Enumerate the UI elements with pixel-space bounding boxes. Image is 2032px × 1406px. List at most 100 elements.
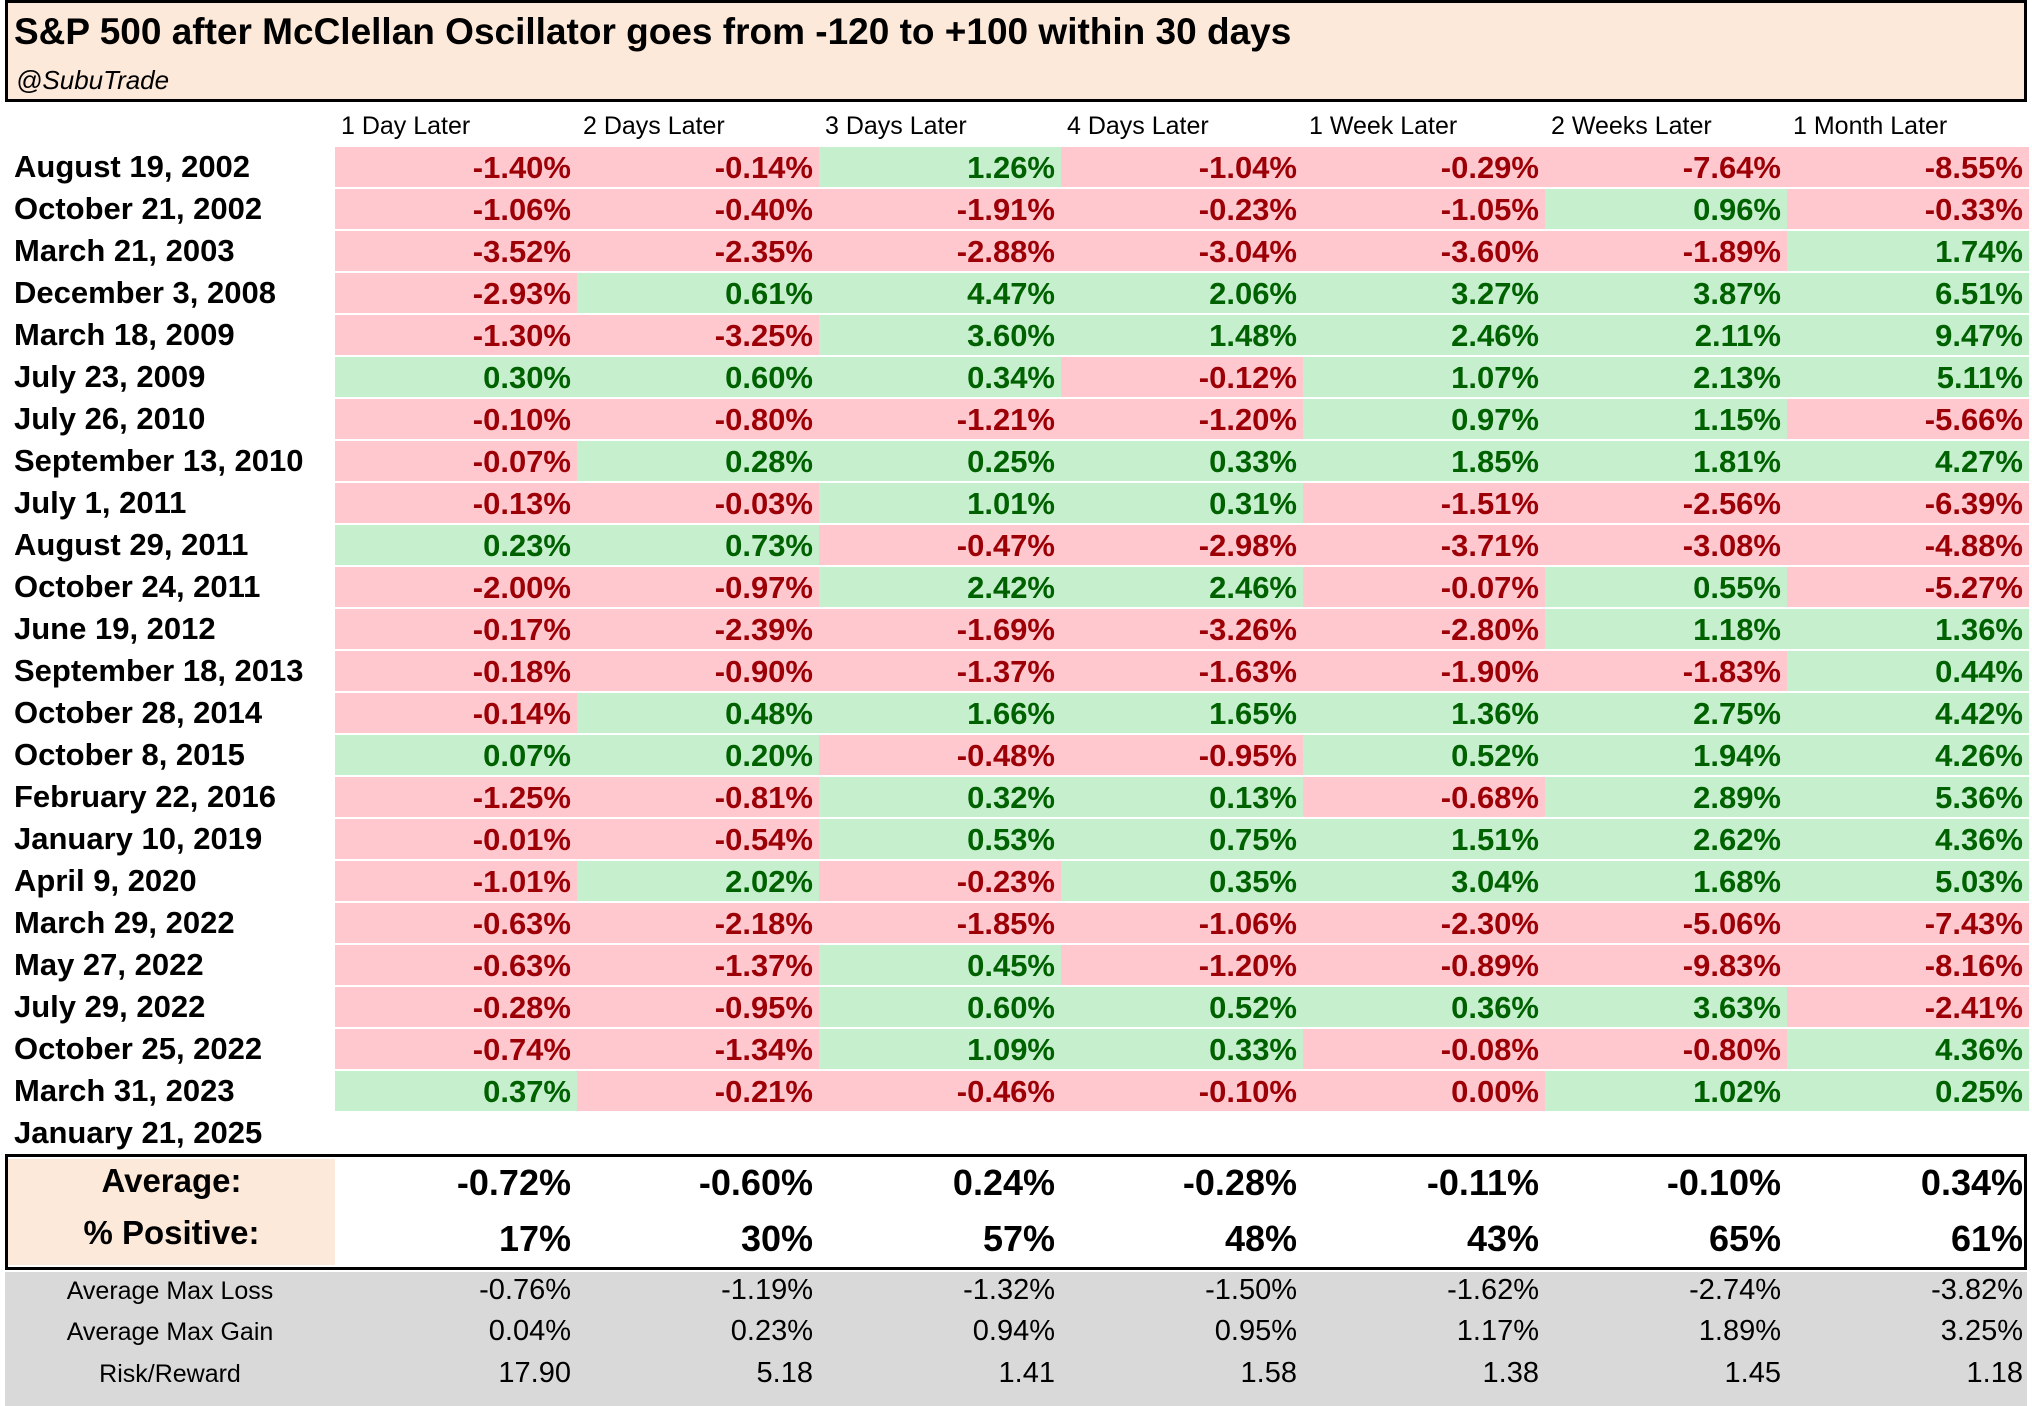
- table-title: S&P 500 after McClellan Oscillator goes …: [14, 11, 1292, 52]
- data-cell: 6.51%: [1787, 273, 2029, 313]
- row-date: April 9, 2020: [14, 863, 197, 898]
- data-cell: 0.20%: [577, 735, 819, 775]
- data-cell: 0.37%: [335, 1071, 577, 1111]
- data-cell: -7.43%: [1787, 903, 2029, 943]
- data-cell: 0.75%: [1061, 819, 1303, 859]
- stat-value: 1.41: [998, 1357, 1055, 1389]
- header-frame: [5, 0, 2027, 102]
- data-cell: -1.37%: [577, 945, 819, 985]
- data-cell: -2.80%: [1303, 609, 1545, 649]
- data-cell: -0.18%: [335, 651, 577, 691]
- column-header: 2 Weeks Later: [1551, 112, 1712, 140]
- data-cell: -0.10%: [335, 399, 577, 439]
- data-cell: 2.13%: [1545, 357, 1787, 397]
- data-cell: 1.65%: [1061, 693, 1303, 733]
- data-cell: 0.55%: [1545, 567, 1787, 607]
- data-cell: 0.96%: [1545, 189, 1787, 229]
- data-cell: -0.07%: [335, 441, 577, 481]
- row-date: July 26, 2010: [14, 401, 206, 436]
- data-cell: -0.07%: [1303, 567, 1545, 607]
- data-cell: 1.66%: [819, 693, 1061, 733]
- stat-value: 0.94%: [972, 1315, 1055, 1347]
- summary-value: 48%: [1224, 1218, 1297, 1259]
- summary-label: % Positive:: [83, 1214, 260, 1251]
- row-date: March 29, 2022: [14, 905, 235, 940]
- stat-label: Average Max Gain: [66, 1318, 274, 1346]
- row-date: September 13, 2010: [14, 443, 304, 478]
- data-cell: -3.04%: [1061, 231, 1303, 271]
- data-cell: 0.36%: [1303, 987, 1545, 1027]
- data-cell: -3.26%: [1061, 609, 1303, 649]
- stat-value: 1.17%: [1456, 1315, 1539, 1347]
- data-cell: -2.56%: [1545, 483, 1787, 523]
- data-cell: 1.07%: [1303, 357, 1545, 397]
- data-cell: 2.75%: [1545, 693, 1787, 733]
- data-cell: -0.23%: [819, 861, 1061, 901]
- data-cell: 1.26%: [819, 147, 1061, 187]
- data-cell: -1.37%: [819, 651, 1061, 691]
- data-cell: 0.73%: [577, 525, 819, 565]
- data-cell: -1.04%: [1061, 147, 1303, 187]
- data-cell: -1.01%: [335, 861, 577, 901]
- data-cell: -7.64%: [1545, 147, 1787, 187]
- data-cell: -2.18%: [577, 903, 819, 943]
- stat-value: 3.25%: [1940, 1315, 2023, 1347]
- data-cell: -2.39%: [577, 609, 819, 649]
- data-cell: -0.10%: [1061, 1071, 1303, 1111]
- data-cell: -0.03%: [577, 483, 819, 523]
- data-cell: -3.71%: [1303, 525, 1545, 565]
- data-cell: -0.08%: [1303, 1029, 1545, 1069]
- data-cell: 9.47%: [1787, 315, 2029, 355]
- data-cell: -0.63%: [335, 903, 577, 943]
- summary-value: 17%: [498, 1218, 571, 1259]
- data-cell: -5.27%: [1787, 567, 2029, 607]
- stat-value: 0.04%: [488, 1315, 571, 1347]
- summary-value: -0.11%: [1426, 1162, 1539, 1203]
- data-cell: 0.60%: [577, 357, 819, 397]
- data-cell: 3.27%: [1303, 273, 1545, 313]
- data-cell: 0.31%: [1061, 483, 1303, 523]
- data-cell: -0.14%: [577, 147, 819, 187]
- data-cell: -0.28%: [335, 987, 577, 1027]
- data-cell: -0.89%: [1303, 945, 1545, 985]
- data-cell: 0.52%: [1061, 987, 1303, 1027]
- data-cell: 0.13%: [1061, 777, 1303, 817]
- summary-value: 0.34%: [1920, 1162, 2023, 1203]
- data-cell: -9.83%: [1545, 945, 1787, 985]
- data-cell: -1.40%: [335, 147, 577, 187]
- data-cell: -0.95%: [1061, 735, 1303, 775]
- column-header: 2 Days Later: [583, 112, 725, 140]
- summary-value: 61%: [1950, 1218, 2023, 1259]
- data-cell: -2.30%: [1303, 903, 1545, 943]
- table-header: S&P 500 after McClellan Oscillator goes …: [8, 3, 2024, 99]
- data-cell: 0.53%: [819, 819, 1061, 859]
- data-cell: 4.27%: [1787, 441, 2029, 481]
- data-cell: -2.35%: [577, 231, 819, 271]
- summary-value: 43%: [1466, 1218, 1539, 1259]
- data-cell: -5.06%: [1545, 903, 1787, 943]
- data-cell: 0.60%: [819, 987, 1061, 1027]
- data-cell: 1.36%: [1303, 693, 1545, 733]
- data-cell: 2.46%: [1303, 315, 1545, 355]
- data-cell: -0.54%: [577, 819, 819, 859]
- data-cell: 1.09%: [819, 1029, 1061, 1069]
- data-cell: 0.25%: [1787, 1071, 2029, 1111]
- data-cell: 1.81%: [1545, 441, 1787, 481]
- data-cell: 1.51%: [1303, 819, 1545, 859]
- stat-value: 1.18: [1966, 1357, 2023, 1389]
- data-cell: 1.48%: [1061, 315, 1303, 355]
- data-cell: 1.15%: [1545, 399, 1787, 439]
- data-cell: -0.68%: [1303, 777, 1545, 817]
- data-cell: -2.88%: [819, 231, 1061, 271]
- row-date: March 31, 2023: [14, 1073, 235, 1108]
- data-cell: -0.74%: [335, 1029, 577, 1069]
- data-cell: -0.12%: [1061, 357, 1303, 397]
- row-date: October 24, 2011: [14, 569, 261, 604]
- stat-value: 1.58: [1240, 1357, 1297, 1389]
- column-header: 4 Days Later: [1067, 112, 1209, 140]
- data-cell: 0.33%: [1061, 1029, 1303, 1069]
- data-cell: 0.28%: [577, 441, 819, 481]
- data-cell: 4.42%: [1787, 693, 2029, 733]
- data-cell: -0.33%: [1787, 189, 2029, 229]
- stat-value: 1.45: [1724, 1357, 1781, 1389]
